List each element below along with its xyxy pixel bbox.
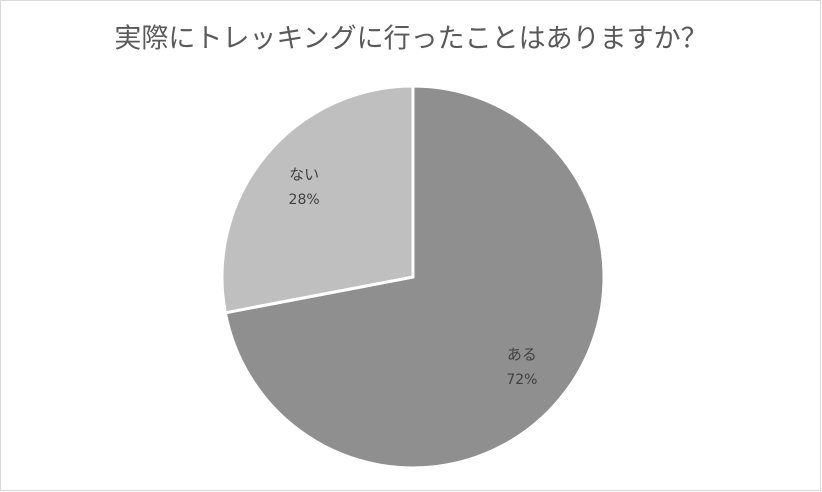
pie-slice bbox=[223, 84, 606, 470]
pie-slice bbox=[220, 84, 415, 315]
slice-value-label: 28% bbox=[289, 192, 320, 208]
chart-title: 実際にトレッキングに行ったことはありますか？ bbox=[114, 24, 707, 55]
slice-category-label: ない bbox=[289, 165, 319, 183]
slice-category-label: ある bbox=[507, 346, 537, 364]
slice-value-label: 72% bbox=[506, 372, 537, 388]
